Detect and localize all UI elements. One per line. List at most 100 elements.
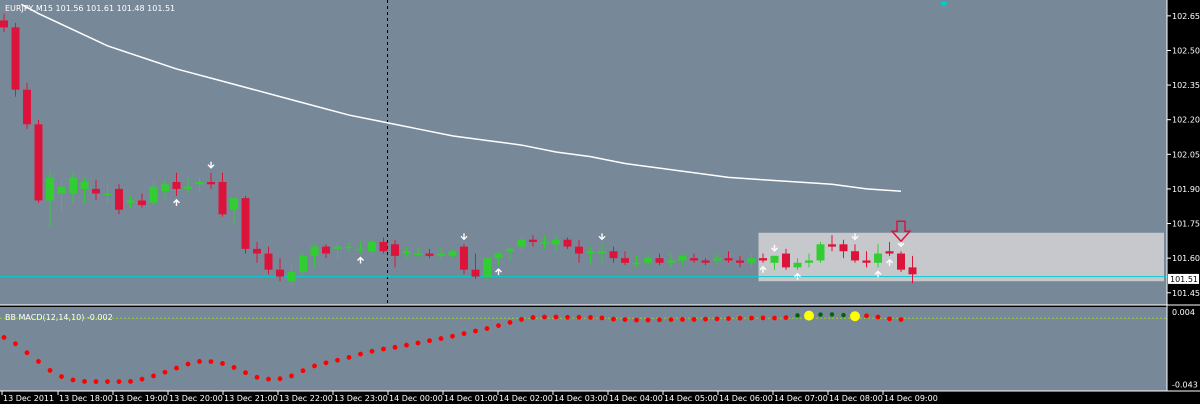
candle [356,242,365,254]
candle-body [379,242,388,252]
candle [851,244,859,263]
candle-body [816,244,825,261]
candle-body [356,248,365,251]
candle-body [862,260,871,263]
macd-dot [553,314,559,320]
macd-dot [231,365,237,370]
macd-dot [507,319,513,325]
candle-body [241,198,250,249]
candle [0,13,8,32]
candle [195,177,204,192]
candle-body [667,260,675,263]
candle [241,195,250,254]
candle-body [609,251,618,259]
candle-body [253,248,261,254]
arrow-head [759,265,767,271]
candle-body [644,258,652,263]
candle [885,242,894,256]
candle [310,244,319,268]
macd-dot [116,379,122,385]
symbol-label: EURJPY,M15 101.56 101.61 101.48 101.51 [5,4,175,13]
signal-zone-rectangle[interactable] [758,232,1165,282]
macd-dot [392,344,398,350]
macd-highlight-dot [804,310,814,321]
x-tick-label: 14 Dec 06:00 [719,394,773,403]
sell-arrow-icon [771,244,778,252]
y-tick-label: 101.45 [1172,289,1200,298]
candle [724,251,733,263]
cyan-marker-icon [940,2,948,7]
candle-body [517,239,526,247]
macd-dot [519,317,524,322]
macd-dot [887,316,892,322]
candle [701,258,710,266]
macd-dot [415,340,421,346]
candle [517,235,526,252]
candle [598,244,606,263]
arrow-head [460,235,468,241]
candle [80,177,89,203]
x-tick-label: 14 Dec 09:00 [884,394,938,403]
macd-dot [691,317,697,322]
macd-dot [795,313,800,318]
macd-dot [634,317,639,323]
candle [368,239,376,254]
candle [253,242,261,263]
candle [448,248,457,259]
macd-dot [565,314,570,320]
candle [483,258,491,282]
arrow-head [598,235,606,241]
candle-body [264,253,273,270]
candle [103,184,112,206]
x-tick-label: 13 Dec 21:00 [224,394,278,403]
candle [172,172,181,196]
macd-dot [300,368,306,374]
candle [425,248,434,259]
candle-body [483,258,491,277]
candle [667,253,675,268]
candle [529,235,537,247]
candle [655,253,664,266]
macd-dot [760,315,766,321]
candle [92,179,100,201]
moving-average-line[interactable] [20,3,902,192]
candle [736,255,744,268]
candle [874,244,882,268]
macd-dot [243,370,248,376]
candle-body [287,272,296,282]
candle-body [115,188,123,210]
candle [345,242,353,252]
macd-dot [47,367,53,373]
macd-dot [70,377,76,383]
candle [816,242,825,263]
candle-body [34,124,43,201]
candle-body [391,244,399,256]
y-tick-label: 102.20 [1172,116,1200,125]
candle-body [724,258,733,261]
macd-dot [726,316,731,321]
arrow-head [897,242,905,248]
candle-body [437,253,445,256]
macd-dot [576,314,582,320]
macd-dot [139,376,145,382]
candle [563,237,572,249]
candle [264,246,273,275]
indicator-background [0,307,1167,391]
arrow-head [851,235,859,241]
macd-dot [772,315,777,321]
macd-dot [24,350,30,356]
macd-dot [841,312,846,318]
arrow-head [357,256,364,262]
candle [690,253,698,263]
candle [586,246,595,263]
candle-body [425,253,434,256]
candle [322,244,330,259]
candle-body [149,186,158,203]
candle-body [851,251,859,261]
buy-arrow-icon [886,258,893,266]
candle [862,251,871,268]
candle-body [736,260,744,263]
candle-body [552,239,560,245]
macd-dot [197,359,202,364]
